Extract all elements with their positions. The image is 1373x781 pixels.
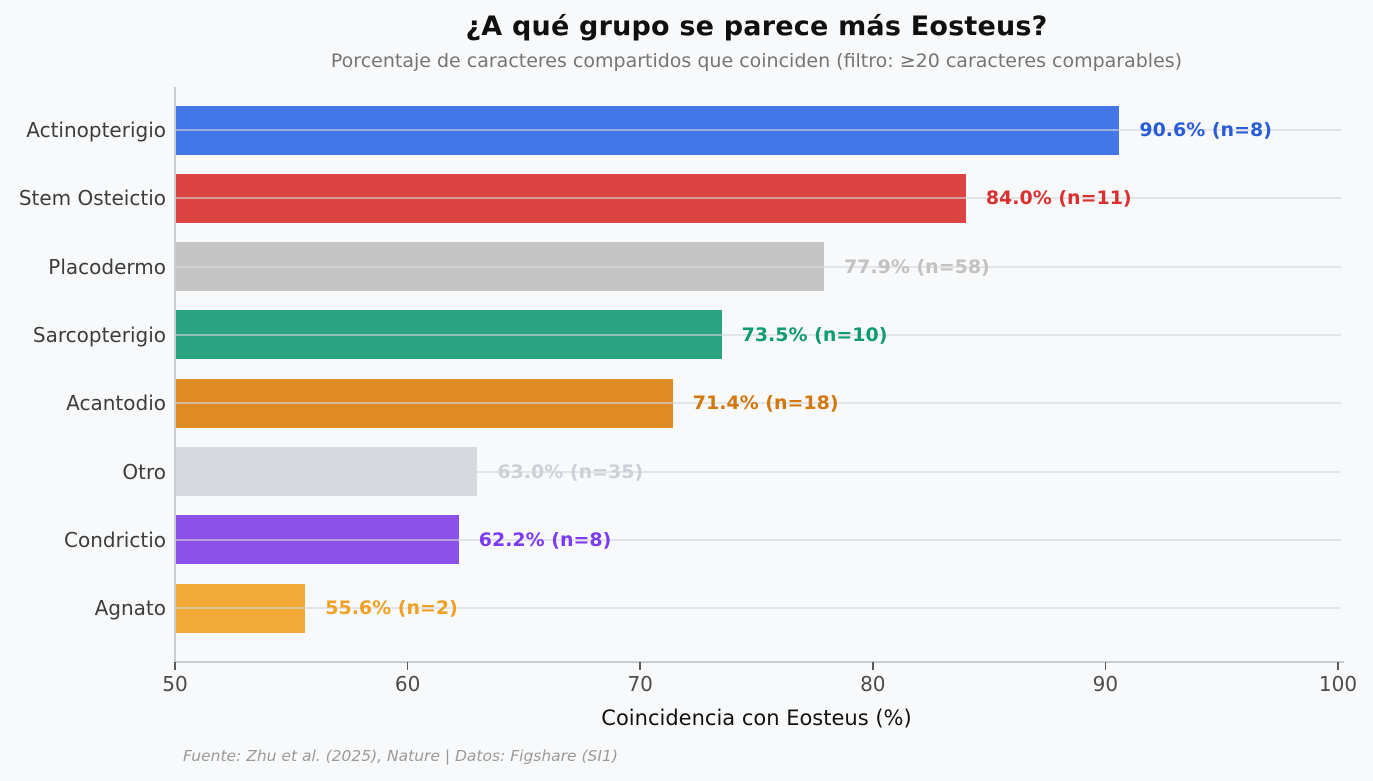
category-label: Otro [122,459,166,484]
gridline [175,470,1341,473]
value-label: 71.4% (n=18) [692,392,839,415]
gridline [175,265,1341,268]
gridline [175,538,1341,541]
x-axis-title: Coincidencia con Eosteus (%) [601,706,912,730]
category-label: Acantodio [66,391,166,416]
value-label: 55.6% (n=2) [325,597,458,620]
category-label: Condrictio [64,527,166,552]
value-label: 62.2% (n=8) [478,528,612,551]
gridline [175,333,1341,336]
category-label: Sarcopterigio [32,322,166,347]
tick-label: 90 [1092,672,1119,696]
tick-label: 60 [394,672,421,696]
tick-label: 70 [627,672,653,696]
tick-mark [639,662,641,670]
category-label: Agnato [94,596,166,621]
value-label: 90.6% (n=8) [1139,119,1272,141]
value-label: 77.9% (n=58) [843,255,990,278]
tick-label: 80 [860,672,886,696]
tick-mark [1337,662,1339,670]
chart-title: ¿A qué grupo se parece más Eosteus? [465,11,1048,42]
gridline [175,129,1341,131]
gridline [175,402,1341,405]
gridline [175,607,1341,610]
category-label: Actinopterigio [26,118,166,142]
value-label: 73.5% (n=10) [741,323,888,346]
tick-mark [406,662,409,670]
tick-mark [1104,662,1107,670]
category-label: Placodermo [48,254,166,279]
chart-subtitle: Porcentaje de caracteres compartidos que… [330,50,1183,72]
value-label: 63.0% (n=35) [497,460,644,483]
tick-mark [872,662,874,670]
y-axis-spine [174,87,176,661]
tick-mark [174,662,176,670]
category-label: Stem Osteictio [18,186,166,211]
gridline [175,197,1341,200]
x-axis-line [174,661,1344,663]
source-note: Fuente: Zhu et al. (2025), Nature | Dato… [183,747,618,765]
tick-label: 50 [162,672,188,696]
value-label: 84.0% (n=11) [985,187,1132,210]
tick-label: 100 [1318,672,1358,696]
